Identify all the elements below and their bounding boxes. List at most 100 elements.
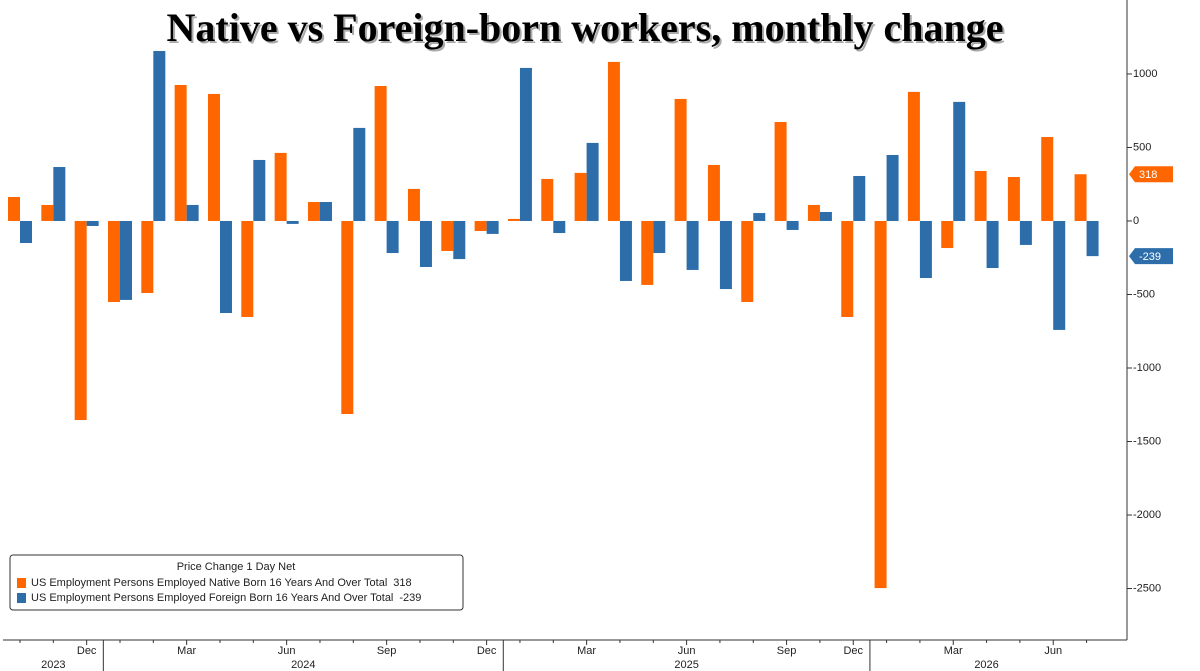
bar (1007, 177, 1020, 221)
bar (541, 178, 554, 221)
y-tick-label: 0 (1133, 215, 1139, 227)
bar (374, 86, 387, 221)
bar (553, 220, 566, 234)
x-tick-label: Jun (1044, 645, 1062, 657)
y-tick-label: -2000 (1133, 509, 1161, 521)
bar (241, 220, 254, 317)
bar (174, 84, 187, 221)
bar (719, 220, 732, 290)
legend-title: Price Change 1 Day Net (177, 561, 296, 573)
bar (674, 98, 687, 221)
bar (341, 220, 354, 415)
bar (641, 220, 654, 285)
x-tick-label: Mar (577, 645, 596, 657)
x-group-label: 2024 (291, 659, 315, 671)
bar (953, 101, 966, 221)
x-tick-label: Mar (944, 645, 963, 657)
bar (319, 202, 332, 221)
y-tick-label: -500 (1133, 288, 1155, 300)
x-group-label: 2023 (41, 659, 65, 671)
bar (586, 142, 599, 221)
last-value-tag (1129, 248, 1173, 265)
legend-swatch (17, 578, 26, 588)
bar (519, 67, 532, 221)
bar (941, 220, 954, 249)
bar (1041, 137, 1054, 221)
bar (386, 220, 399, 254)
bar (841, 220, 854, 317)
y-tick-label: -1000 (1133, 362, 1161, 374)
bar (853, 175, 866, 221)
last-value-label: -239 (1139, 251, 1161, 263)
bar (41, 204, 54, 221)
y-tick-label: 500 (1133, 141, 1151, 153)
bar (274, 152, 287, 221)
bar (353, 127, 366, 221)
x-tick-label: Jun (678, 645, 696, 657)
bar (307, 202, 320, 221)
bar (486, 220, 499, 234)
bar (807, 204, 820, 221)
legend-label: US Employment Persons Employed Native Bo… (31, 577, 387, 589)
bar (974, 170, 987, 221)
bar (453, 220, 466, 260)
chart-title-shadow: Native vs Foreign-born workers, monthly … (169, 7, 1006, 52)
bar (986, 220, 999, 269)
x-group-label: 2025 (674, 659, 698, 671)
bar (8, 197, 20, 221)
x-tick-label: Dec (77, 645, 97, 657)
legend-box (9, 554, 464, 611)
legend: Price Change 1 Day Net US Employment Pers… (9, 554, 464, 611)
bar (753, 213, 766, 221)
x-tick-label: Dec (843, 645, 863, 657)
bar (219, 220, 232, 314)
bar (20, 220, 32, 244)
x-tick-label: Dec (477, 645, 497, 657)
y-tick-label: 1000 (1133, 68, 1157, 80)
bar (919, 220, 932, 279)
x-group-label: 2026 (974, 659, 998, 671)
bar (407, 188, 420, 221)
bar (419, 220, 432, 267)
y-tick-label: -1500 (1133, 435, 1161, 447)
x-tick-label: Jun (278, 645, 296, 657)
chart-title: Native vs Foreign-born workers, monthly … (167, 5, 1004, 50)
bar (874, 220, 887, 589)
last-value-tag (1129, 166, 1173, 183)
bar (1019, 220, 1032, 245)
bar (507, 218, 520, 221)
x-tick-label: Mar (177, 645, 196, 657)
legend-swatch (17, 593, 26, 603)
bar (686, 220, 699, 270)
bar (741, 220, 754, 302)
bar (819, 212, 832, 221)
legend-value: 318 (393, 577, 411, 589)
bar (186, 204, 199, 221)
bar (707, 164, 720, 221)
bar (786, 220, 799, 230)
bar (886, 154, 899, 221)
bar (1053, 220, 1066, 330)
legend-value: -239 (399, 592, 421, 604)
bar (607, 61, 620, 221)
bar (153, 51, 166, 221)
bar (774, 122, 787, 221)
bar (74, 220, 87, 421)
x-tick-label: Sep (377, 645, 397, 657)
bar (141, 220, 154, 294)
bar (253, 159, 266, 221)
bar (207, 93, 220, 221)
bar (119, 220, 132, 300)
bar (107, 220, 120, 302)
bar (474, 220, 487, 231)
bar (286, 220, 299, 224)
bar (907, 91, 920, 221)
y-tick-label: -2500 (1133, 582, 1161, 594)
bar (1074, 174, 1087, 221)
bar (574, 172, 587, 221)
legend-label: US Employment Persons Employed Foreign B… (31, 592, 393, 604)
bar (619, 220, 632, 281)
last-value-label: 318 (1139, 169, 1157, 181)
bar (653, 220, 666, 254)
